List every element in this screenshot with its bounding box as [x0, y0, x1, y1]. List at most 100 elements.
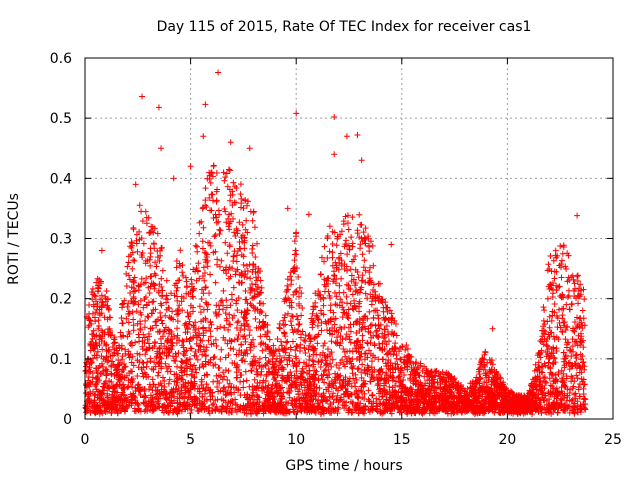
- data-point: [164, 339, 171, 346]
- data-point: [200, 306, 207, 313]
- data-point: [355, 365, 362, 372]
- data-point: [334, 233, 341, 240]
- data-point: [163, 364, 170, 371]
- data-point: [343, 293, 350, 300]
- data-point: [368, 334, 375, 341]
- data-point: [348, 391, 355, 398]
- data-point: [244, 229, 251, 236]
- data-point: [336, 254, 343, 261]
- data-point: [338, 275, 345, 282]
- data-point: [150, 407, 157, 414]
- data-point: [317, 292, 324, 299]
- data-point: [221, 373, 228, 380]
- data-point: [194, 243, 201, 250]
- data-point: [331, 272, 338, 279]
- data-point: [94, 378, 101, 385]
- data-point: [135, 381, 142, 388]
- data-point: [258, 368, 265, 375]
- data-point: [234, 402, 241, 409]
- data-point: [362, 326, 369, 333]
- data-point: [168, 392, 175, 399]
- data-point: [101, 331, 108, 338]
- data-point: [385, 362, 392, 369]
- data-point: [147, 358, 154, 365]
- data-point: [343, 237, 350, 244]
- data-point: [199, 385, 206, 392]
- data-point: [374, 312, 381, 319]
- data-point: [417, 362, 424, 369]
- data-point: [128, 359, 135, 366]
- data-point: [342, 335, 349, 342]
- data-point: [408, 368, 415, 375]
- data-point: [213, 219, 220, 226]
- data-point: [96, 362, 103, 369]
- data-point: [578, 369, 585, 376]
- data-point: [341, 309, 348, 316]
- data-point: [130, 392, 137, 399]
- data-point: [399, 343, 406, 350]
- data-point: [200, 264, 207, 271]
- data-point: [540, 341, 547, 348]
- data-point: [233, 185, 240, 192]
- data-point: [481, 361, 488, 368]
- data-point: [325, 319, 332, 326]
- data-point: [392, 395, 399, 402]
- data-point: [403, 387, 410, 394]
- data-point: [320, 371, 327, 378]
- data-point: [156, 281, 163, 288]
- data-point: [274, 380, 281, 387]
- data-point: [574, 273, 581, 280]
- data-point: [243, 202, 250, 209]
- data-point: [315, 403, 322, 410]
- data-point: [92, 298, 99, 305]
- data-point: [549, 312, 556, 319]
- data-point: [554, 391, 561, 398]
- data-point: [94, 282, 101, 289]
- data-point: [136, 351, 143, 358]
- data-point: [329, 249, 336, 256]
- data-point: [296, 321, 303, 328]
- data-point: [547, 252, 554, 259]
- data-point: [575, 285, 582, 292]
- data-point: [563, 301, 570, 308]
- data-point: [561, 362, 568, 369]
- data-point: [210, 400, 217, 407]
- data-point: [577, 338, 584, 345]
- data-point: [282, 410, 289, 417]
- data-point: [349, 214, 356, 221]
- data-point: [136, 334, 143, 341]
- data-point: [418, 382, 425, 389]
- data-point: [323, 398, 330, 405]
- data-point: [222, 310, 229, 317]
- data-point: [366, 269, 373, 276]
- data-point: [370, 281, 377, 288]
- data-point: [481, 378, 488, 385]
- data-point: [97, 280, 104, 287]
- data-point: [560, 349, 567, 356]
- data-point: [213, 343, 220, 350]
- data-point: [371, 354, 378, 361]
- data-point: [137, 327, 144, 334]
- data-point: [259, 347, 266, 354]
- data-point: [554, 409, 561, 416]
- data-point: [352, 371, 359, 378]
- data-point: [130, 327, 137, 334]
- data-point: [359, 272, 366, 279]
- data-point: [281, 314, 288, 321]
- data-point: [329, 262, 336, 269]
- data-point: [219, 376, 226, 383]
- data-point: [269, 361, 276, 368]
- data-point: [300, 369, 307, 376]
- data-point: [312, 299, 319, 306]
- data-point: [315, 288, 322, 295]
- data-point: [333, 293, 340, 300]
- data-point: [482, 385, 489, 392]
- data-point: [282, 349, 289, 356]
- data-point: [206, 410, 213, 417]
- data-point: [378, 393, 385, 400]
- data-point: [202, 284, 209, 291]
- data-point: [118, 315, 125, 322]
- data-point: [166, 399, 173, 406]
- data-point: [252, 385, 259, 392]
- data-point: [103, 353, 110, 360]
